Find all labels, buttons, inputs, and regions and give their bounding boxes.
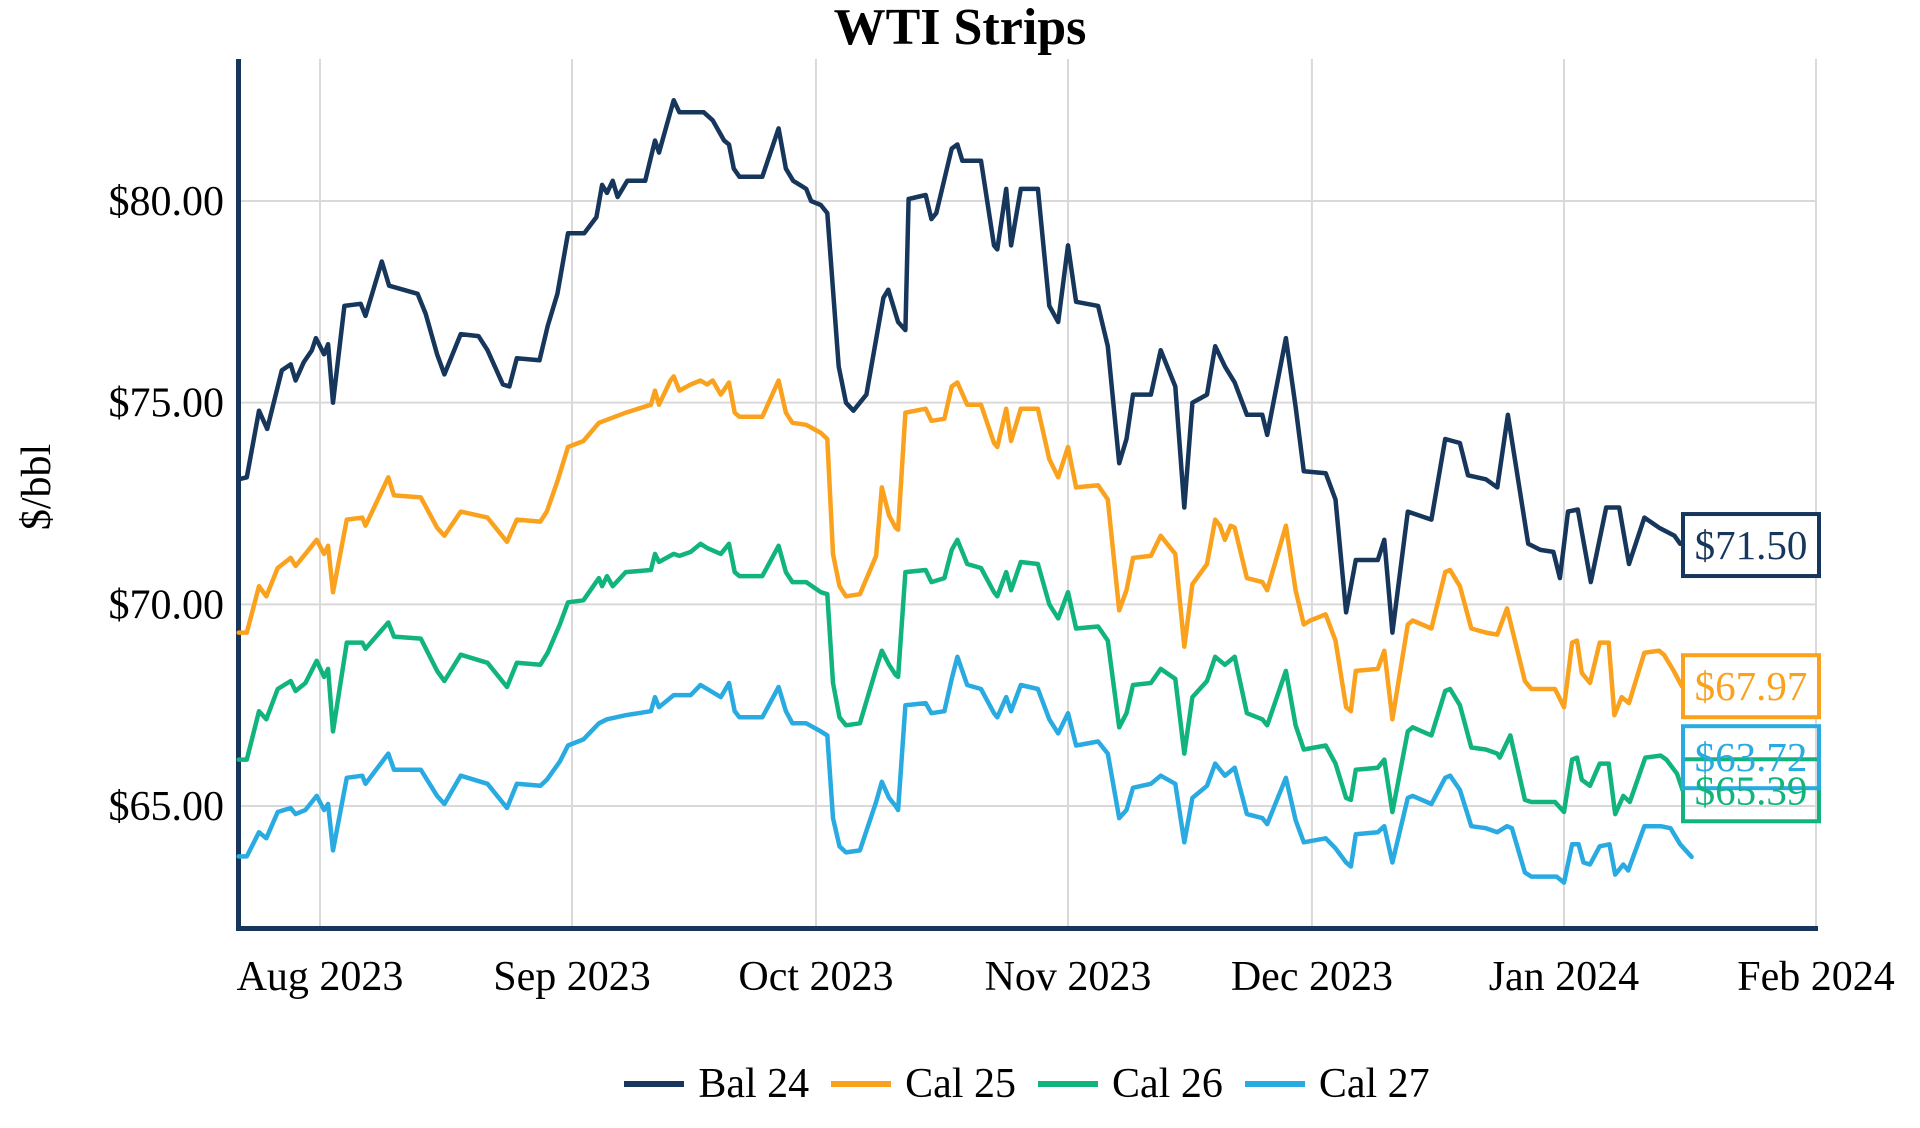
- legend-item-bal-24: Bal 24: [624, 1063, 809, 1105]
- y-tick-label: $70.00: [109, 582, 225, 628]
- x-axis-spine: [236, 926, 1818, 931]
- legend-label: Cal 26: [1112, 1061, 1223, 1107]
- legend-item-cal-27: Cal 27: [1244, 1061, 1430, 1107]
- x-tick-label: Oct 2023: [738, 954, 893, 1000]
- end-label-text-cal-26: $65.39: [1695, 767, 1808, 813]
- series-line-cal-27: [236, 654, 1694, 885]
- x-tick-label: Nov 2023: [985, 954, 1152, 1000]
- end-label-text-bal-24: $71.50: [1695, 522, 1808, 568]
- x-tick-label: Aug 2023: [237, 954, 404, 1000]
- chart-title: WTI Strips: [833, 0, 1087, 56]
- series-line-bal-24: [236, 97, 1683, 635]
- series-line-cal-25: [236, 374, 1685, 722]
- x-tick-label: Jan 2024: [1489, 954, 1640, 1000]
- end-label-box-cal-25: [1681, 653, 1821, 720]
- end-label-text-cal-27: $63.72: [1695, 734, 1808, 780]
- end-label-text-cal-25: $67.97: [1695, 663, 1808, 709]
- legend-label: Bal 24: [698, 1061, 810, 1107]
- legend: Bal 24 Cal 25 Cal 26 Cal 27: [238, 1054, 1816, 1114]
- legend-item-cal-26: Cal 26: [1038, 1063, 1223, 1105]
- end-label-box-bal-24: [1681, 512, 1821, 579]
- end-label-box-cal-26: [1681, 757, 1821, 824]
- y-tick-label: $75.00: [109, 381, 225, 427]
- x-tick-label: Feb 2024: [1737, 954, 1895, 1000]
- y-tick-label: $65.00: [109, 784, 225, 830]
- x-tick-label: Dec 2023: [1231, 954, 1393, 1000]
- y-tick-label: $80.00: [109, 179, 225, 225]
- series-line-cal-26: [236, 537, 1685, 817]
- legend-swatch-cal-26: [1038, 1081, 1098, 1087]
- end-label-box-cal-27: [1681, 724, 1821, 791]
- legend-swatch-cal-25: [831, 1081, 892, 1087]
- x-tick-label: Sep 2023: [493, 954, 651, 1000]
- y-axis-title: $/bbl: [14, 443, 60, 531]
- legend-swatch-cal-27: [1244, 1081, 1305, 1087]
- legend-label: Cal 27: [1318, 1061, 1430, 1107]
- legend-swatch-bal-24: [624, 1081, 685, 1087]
- legend-item-cal-25: Cal 25: [831, 1063, 1016, 1105]
- legend-label: Cal 25: [905, 1061, 1016, 1107]
- y-axis-spine: [236, 59, 241, 931]
